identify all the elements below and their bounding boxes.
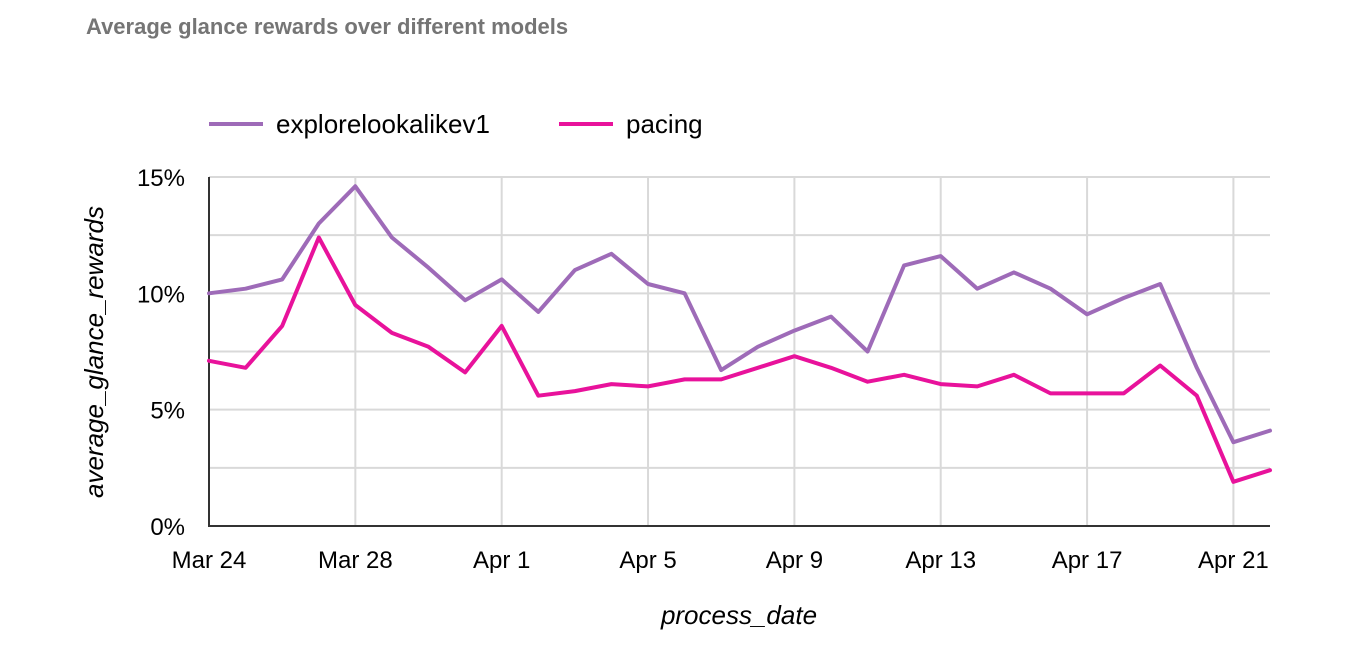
y-tick-label: 0% [150, 514, 185, 541]
x-tick-label: Apr 17 [1052, 547, 1123, 574]
grid-lines [209, 176, 1270, 526]
x-tick-label: Apr 21 [1198, 547, 1269, 574]
axes [208, 177, 1270, 527]
chart-title: Average glance rewards over different mo… [86, 14, 569, 39]
legend-label: explorelookalikev1 [276, 109, 490, 139]
y-tick-label: 15% [137, 165, 185, 192]
legend: explorelookalikev1 pacing [209, 109, 703, 139]
series-lines [207, 184, 1272, 484]
x-tick-label: Mar 24 [172, 547, 247, 574]
series-line-pacing [207, 235, 1272, 484]
series-line-explorelookalikev1 [207, 184, 1272, 445]
y-tick-label: 5% [150, 398, 185, 425]
x-tick-label: Apr 9 [766, 547, 823, 574]
x-tick-label: Apr 5 [619, 547, 676, 574]
legend-label: pacing [626, 109, 703, 139]
y-axis-title: average_glance_rewards [79, 206, 109, 498]
x-tick-label: Apr 1 [473, 547, 530, 574]
axis-labels: 0% 5% 10% 15% Mar 24 Mar 28 Apr 1 Apr 5 Apr 9 Apr… [79, 165, 1269, 630]
x-tick-label: Apr 13 [905, 547, 976, 574]
y-tick-label: 10% [137, 281, 185, 308]
x-tick-label: Mar 28 [318, 547, 393, 574]
x-axis-title: process_date [660, 600, 817, 630]
